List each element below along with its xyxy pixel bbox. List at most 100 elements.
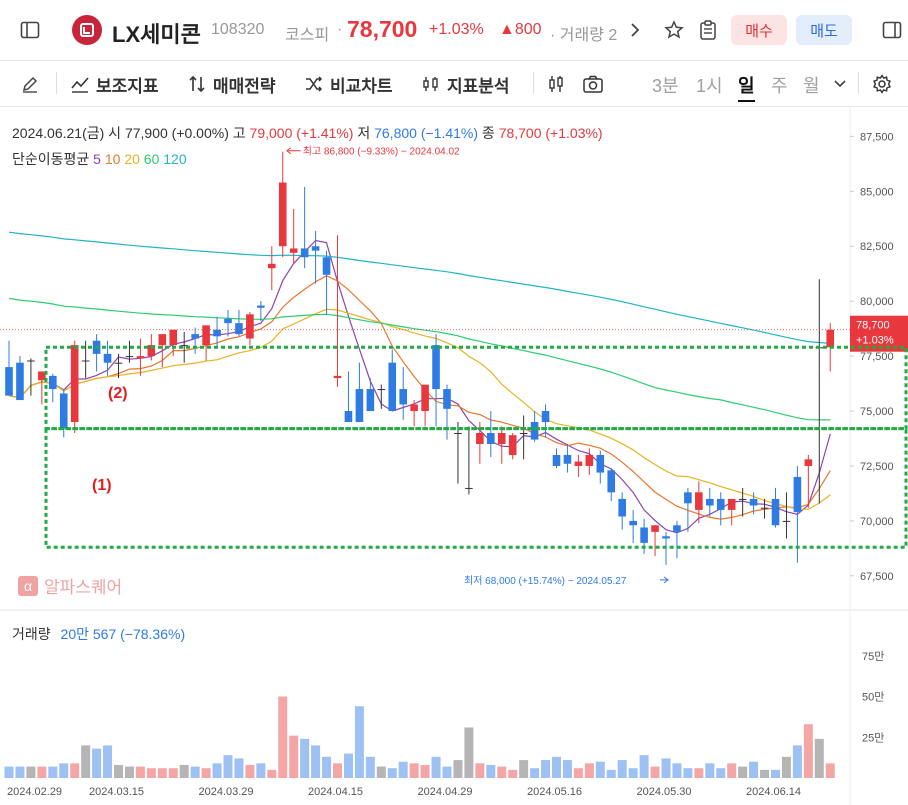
candlestick-type-icon[interactable] <box>545 72 567 96</box>
candle-body <box>738 498 747 500</box>
volume-bar <box>4 766 14 778</box>
candle-body <box>136 356 145 359</box>
zone-2-label: (2) <box>108 385 128 402</box>
tool-label: 비교차트 <box>330 76 393 96</box>
volume-bar <box>606 769 616 778</box>
volume-bar <box>92 748 102 778</box>
candle-body <box>147 345 156 357</box>
candle-body <box>300 248 309 258</box>
close-value: 78,700 (+1.03%) <box>498 125 603 141</box>
watermark-text: 알파스퀘어 <box>44 578 123 597</box>
y-tick-label: 80,000 <box>860 296 894 308</box>
ma-line-120 <box>8 231 831 344</box>
chevron-right-icon[interactable] <box>624 18 646 42</box>
volume-bar <box>420 764 430 778</box>
candle-body <box>213 329 221 337</box>
candle-body <box>114 362 123 364</box>
period-month[interactable]: 월 <box>803 76 820 96</box>
current-price-tag-change: +1.03% <box>856 335 894 347</box>
volume-bar <box>190 766 200 778</box>
candle-body <box>552 454 561 466</box>
volume-bar <box>15 766 25 778</box>
sidebar-toggle-icon[interactable] <box>18 18 42 42</box>
volume-bar <box>595 761 605 778</box>
close-label: 종 <box>481 125 495 141</box>
volume-bar <box>464 727 474 778</box>
volume-bar <box>694 768 704 778</box>
camera-icon[interactable] <box>581 72 605 96</box>
volume-bar <box>114 764 123 778</box>
zone-1-box <box>44 427 908 549</box>
ma-legend-10: 10 <box>104 151 121 167</box>
candle-body <box>476 433 484 444</box>
high-annotation-label: 최고 86,800 (−9.33%) − 2024.04.02 <box>303 146 460 158</box>
high-annotation-arrow-head <box>286 147 292 155</box>
star-icon[interactable] <box>660 17 688 43</box>
strategy-tool-button[interactable]: 매매전략 <box>187 72 276 96</box>
volume-bar <box>354 706 364 778</box>
volume-bar <box>508 769 518 778</box>
price-chart[interactable]: 87,500 85,000 82,500 80,000 77,500 75,000 72,5… <box>0 106 908 805</box>
candle-body <box>289 248 298 253</box>
candle-body <box>640 527 648 543</box>
volume-bar <box>70 763 80 778</box>
volume-bar <box>475 763 485 778</box>
compare-tool-button[interactable]: 비교차트 <box>304 72 393 96</box>
period-week[interactable]: 주 <box>771 76 788 96</box>
market-label: 코스피 <box>285 27 330 44</box>
period-3min[interactable]: 3분 <box>652 76 679 96</box>
pencil-icon[interactable] <box>18 72 42 96</box>
stock-name: LX세미콘 <box>112 22 201 47</box>
volume-bar <box>760 769 770 778</box>
candle-body <box>465 487 473 489</box>
volume-bar <box>300 738 310 778</box>
candle-body <box>585 454 594 466</box>
volume-bar <box>738 766 748 778</box>
candle-body <box>771 498 780 526</box>
volume-bar <box>343 753 353 778</box>
low-value: 76,800 (−1.41%) <box>374 125 479 141</box>
low-label: 저 <box>357 125 371 141</box>
candle-body <box>596 454 605 473</box>
volume-bar <box>781 756 791 778</box>
volume-bar <box>727 763 737 778</box>
candle-body <box>59 393 68 429</box>
ma-line-10 <box>8 275 831 520</box>
volume-bar <box>519 760 529 778</box>
volume-bar <box>333 763 342 778</box>
ohlc-info: 2024.06.21(금) 시 77,900 (+0.00%) 고 79,000… <box>12 123 603 143</box>
candles-icon <box>423 77 438 91</box>
period-day[interactable]: 일 <box>738 72 755 102</box>
volume-tick-label: 25만 <box>862 731 884 744</box>
ma-legend-5: 5 <box>93 151 101 167</box>
tool-label: 매매전략 <box>213 76 276 96</box>
ma-line-20 <box>8 308 831 510</box>
volume-bar <box>749 761 759 778</box>
volume-bar <box>628 768 638 778</box>
analysis-tool-button[interactable]: 지표분석 <box>421 72 510 96</box>
watermark: α 알파스퀘어 <box>18 573 122 598</box>
panel-toggle-icon[interactable] <box>880 18 904 42</box>
indicator-tool-button[interactable]: 보조지표 <box>70 72 159 96</box>
sell-button[interactable]: 매도 <box>796 15 852 45</box>
clipboard-icon[interactable] <box>694 17 722 43</box>
candle-body <box>662 536 670 539</box>
candle-body <box>793 476 802 513</box>
volume-bar <box>617 760 627 778</box>
volume-bar <box>431 756 441 778</box>
alpha-logo-icon: α <box>18 575 38 596</box>
chevron-down-icon[interactable] <box>831 74 849 94</box>
volume-bar <box>639 755 649 778</box>
candle-body <box>684 492 692 504</box>
x-tick-label: 2024.03.29 <box>198 786 253 798</box>
candle-body <box>706 498 714 506</box>
candle-body <box>804 459 813 466</box>
buy-button[interactable]: 매수 <box>731 15 787 45</box>
settings-gear-icon[interactable] <box>870 72 894 96</box>
period-1hour[interactable]: 1시 <box>696 76 723 96</box>
shuffle-icon <box>306 76 323 92</box>
chart-toolbar <box>0 60 908 107</box>
candle-body <box>224 318 232 324</box>
volume-bar <box>683 768 693 778</box>
volume-tick-label: 75만 <box>862 650 884 663</box>
